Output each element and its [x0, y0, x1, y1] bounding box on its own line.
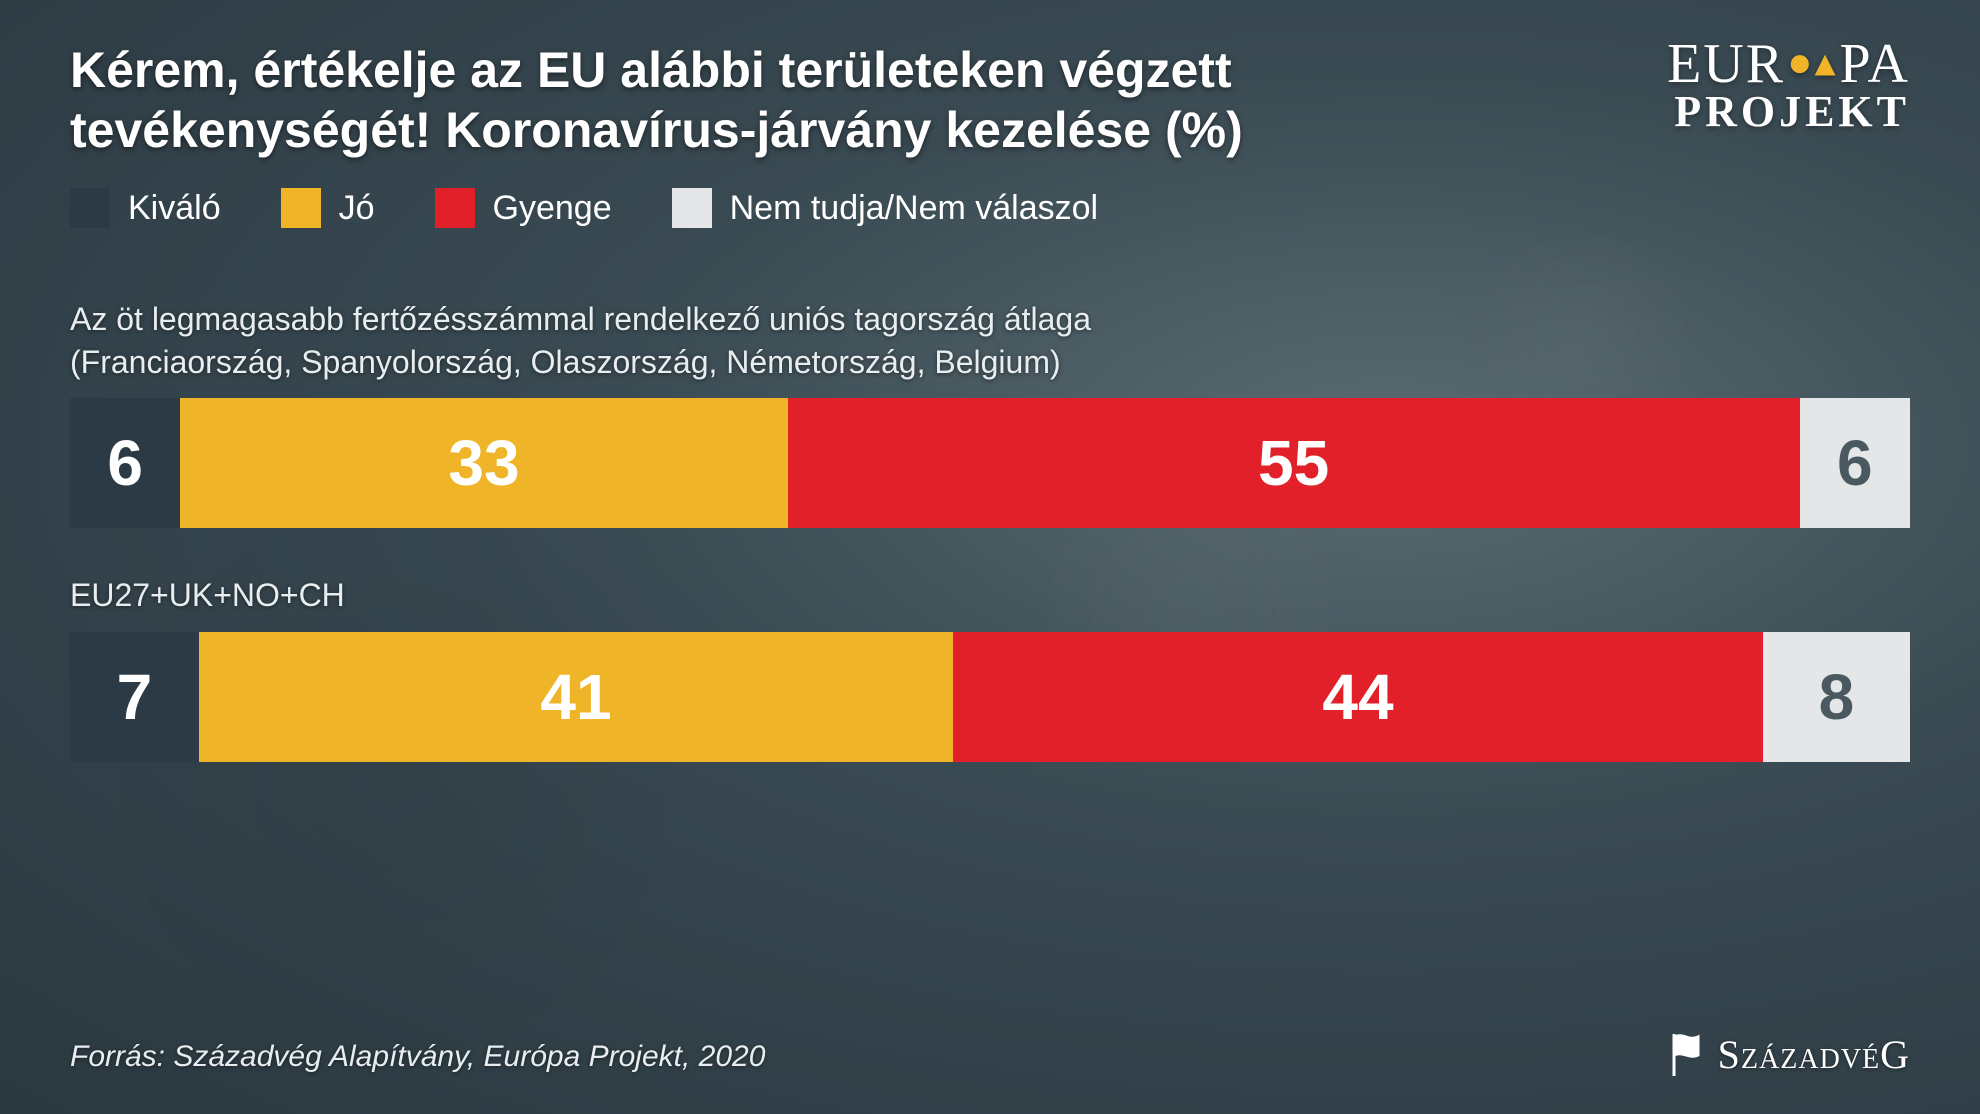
legend-item: Nem tudja/Nem válaszol — [672, 188, 1098, 228]
source-footer: Forrás: Századvég Alapítvány, Európa Pro… — [70, 1040, 765, 1074]
logo-line1-pre: EUR — [1667, 33, 1785, 95]
legend: Kiváló Jó Gyenge Nem tudja/Nem válaszol — [70, 188, 1910, 228]
logo-bottom-text: SzázadvéG — [1718, 1031, 1910, 1078]
legend-label: Nem tudja/Nem válaszol — [730, 189, 1098, 228]
legend-item: Gyenge — [435, 188, 612, 228]
logo-europa-projekt: EUR●▴PA PROJEKT — [1667, 36, 1910, 134]
legend-item: Jó — [281, 188, 375, 228]
chart-container: EUR●▴PA PROJEKT Kérem, értékelje az EU a… — [0, 0, 1980, 1114]
bar-segment: 41 — [199, 632, 953, 762]
chart-title: Kérem, értékelje az EU alábbi területeke… — [70, 40, 1370, 160]
legend-item: Kiváló — [70, 188, 221, 228]
legend-label: Gyenge — [493, 189, 612, 228]
legend-swatch — [70, 188, 110, 228]
bar-segment: 33 — [180, 398, 787, 528]
chart-row: EU27+UK+NO+CH 741448 — [70, 574, 1910, 761]
flag-icon — [1668, 1034, 1704, 1076]
logo-line-1: EUR●▴PA — [1667, 36, 1910, 92]
legend-label: Jó — [339, 189, 375, 228]
stacked-bar: 633556 — [70, 398, 1910, 528]
bar-segment: 6 — [1800, 398, 1910, 528]
legend-swatch — [672, 188, 712, 228]
stacked-bar: 741448 — [70, 632, 1910, 762]
bar-segment: 8 — [1763, 632, 1910, 762]
logo-szazadveg: SzázadvéG — [1668, 1031, 1910, 1078]
legend-swatch — [281, 188, 321, 228]
bar-segment: 7 — [70, 632, 199, 762]
legend-label: Kiváló — [128, 189, 221, 228]
map-icon: ●▴ — [1785, 40, 1839, 86]
logo-line-2: PROJEKT — [1667, 90, 1910, 134]
bar-segment: 55 — [788, 398, 1800, 528]
logo-line1-post: PA — [1840, 33, 1910, 95]
chart-rows: Az öt legmagasabb fertőzésszámmal rendel… — [70, 298, 1910, 762]
legend-swatch — [435, 188, 475, 228]
chart-row: Az öt legmagasabb fertőzésszámmal rendel… — [70, 298, 1910, 528]
bar-segment: 6 — [70, 398, 180, 528]
bar-segment: 44 — [953, 632, 1763, 762]
row-label: Az öt legmagasabb fertőzésszámmal rendel… — [70, 298, 1910, 384]
row-label: EU27+UK+NO+CH — [70, 574, 1910, 617]
